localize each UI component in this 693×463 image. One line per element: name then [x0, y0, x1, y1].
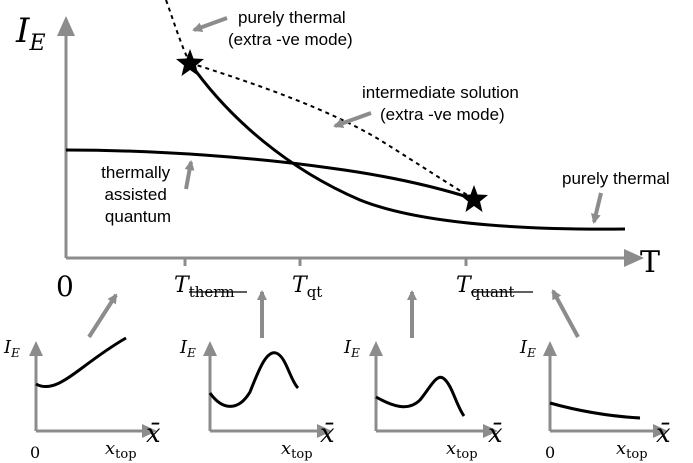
- svg-text:Ttherm: Ttherm: [174, 273, 235, 301]
- annotation-thermally-assisted: thermally assisted quantum: [101, 163, 175, 226]
- inset-4-x-label: x̄: [656, 419, 671, 449]
- arrow-intermediate: [333, 111, 372, 128]
- arrow-purely-thermal-top: [192, 16, 228, 32]
- tick-label-therm: Ttherm: [174, 273, 247, 301]
- inset-3-top-label: xtop: [446, 438, 478, 462]
- star-upper: [176, 49, 204, 76]
- main-plot: IE T 0 Ttherm Tqt Tquant purely thermal …: [15, 0, 670, 303]
- inset-4-zero-label: 0: [545, 443, 555, 462]
- inset-2-y-label: IE: [179, 337, 196, 360]
- arrow-purely-thermal-right: [591, 192, 603, 224]
- inset-1: IE x̄ 0 xtop: [3, 336, 161, 462]
- x-axis-label: T: [640, 245, 660, 280]
- inset-2-top-label: xtop: [281, 438, 313, 462]
- inset-4: IE x̄ 0 xtop: [519, 337, 671, 462]
- thermally-assisted-curve: [65, 148, 475, 201]
- tick-label-qt: Tqt: [292, 273, 322, 301]
- main-curves: [65, 0, 626, 231]
- tick-label-quant: Tquant: [456, 273, 533, 301]
- main-y-axis-arrowhead: [57, 16, 75, 36]
- inset-2-x-label: x̄: [320, 419, 335, 449]
- inset-pointer-arrows: [87, 289, 580, 339]
- inset-2-curve: [208, 351, 300, 408]
- annotation-purely-thermal-top: purely thermal (extra -ve mode): [228, 8, 353, 49]
- main-x-axis-arrowhead: [624, 249, 644, 267]
- annotation-purely-thermal-right: purely thermal: [562, 169, 670, 188]
- inset-4-top-label: xtop: [616, 438, 648, 462]
- inset-1-curve: [35, 336, 127, 389]
- inset-4-y-label: IE: [519, 337, 536, 360]
- inset-1-x-label: x̄: [146, 419, 161, 449]
- arrow-thermally-assisted: [184, 160, 195, 190]
- star-lower: [460, 185, 488, 212]
- inset-2: IE x̄ xtop: [179, 337, 335, 462]
- inset-1-top-label: xtop: [105, 438, 137, 462]
- inset-3-x-label: x̄: [488, 419, 503, 449]
- pointer-arrow-1: [87, 293, 118, 339]
- y-axis-label: IE: [15, 11, 46, 56]
- inset-3: IE x̄ xtop: [343, 337, 503, 462]
- inset-4-curve: [549, 401, 641, 420]
- purely-thermal-curve: [188, 62, 626, 231]
- pointer-arrow-4: [551, 289, 580, 338]
- purely-thermal-dashed-top: [165, 0, 191, 64]
- inset-1-zero-label: 0: [30, 443, 40, 462]
- main-axes: [57, 16, 644, 267]
- origin-label: 0: [56, 270, 74, 303]
- svg-text:Tquant: Tquant: [456, 273, 515, 301]
- annotation-intermediate: intermediate solution (extra -ve mode): [362, 83, 524, 124]
- inset-3-y-label: IE: [343, 337, 360, 360]
- inset-3-curve: [375, 375, 466, 417]
- intermediate-solution-curve: [189, 62, 475, 200]
- inset-1-y-label: IE: [3, 337, 20, 360]
